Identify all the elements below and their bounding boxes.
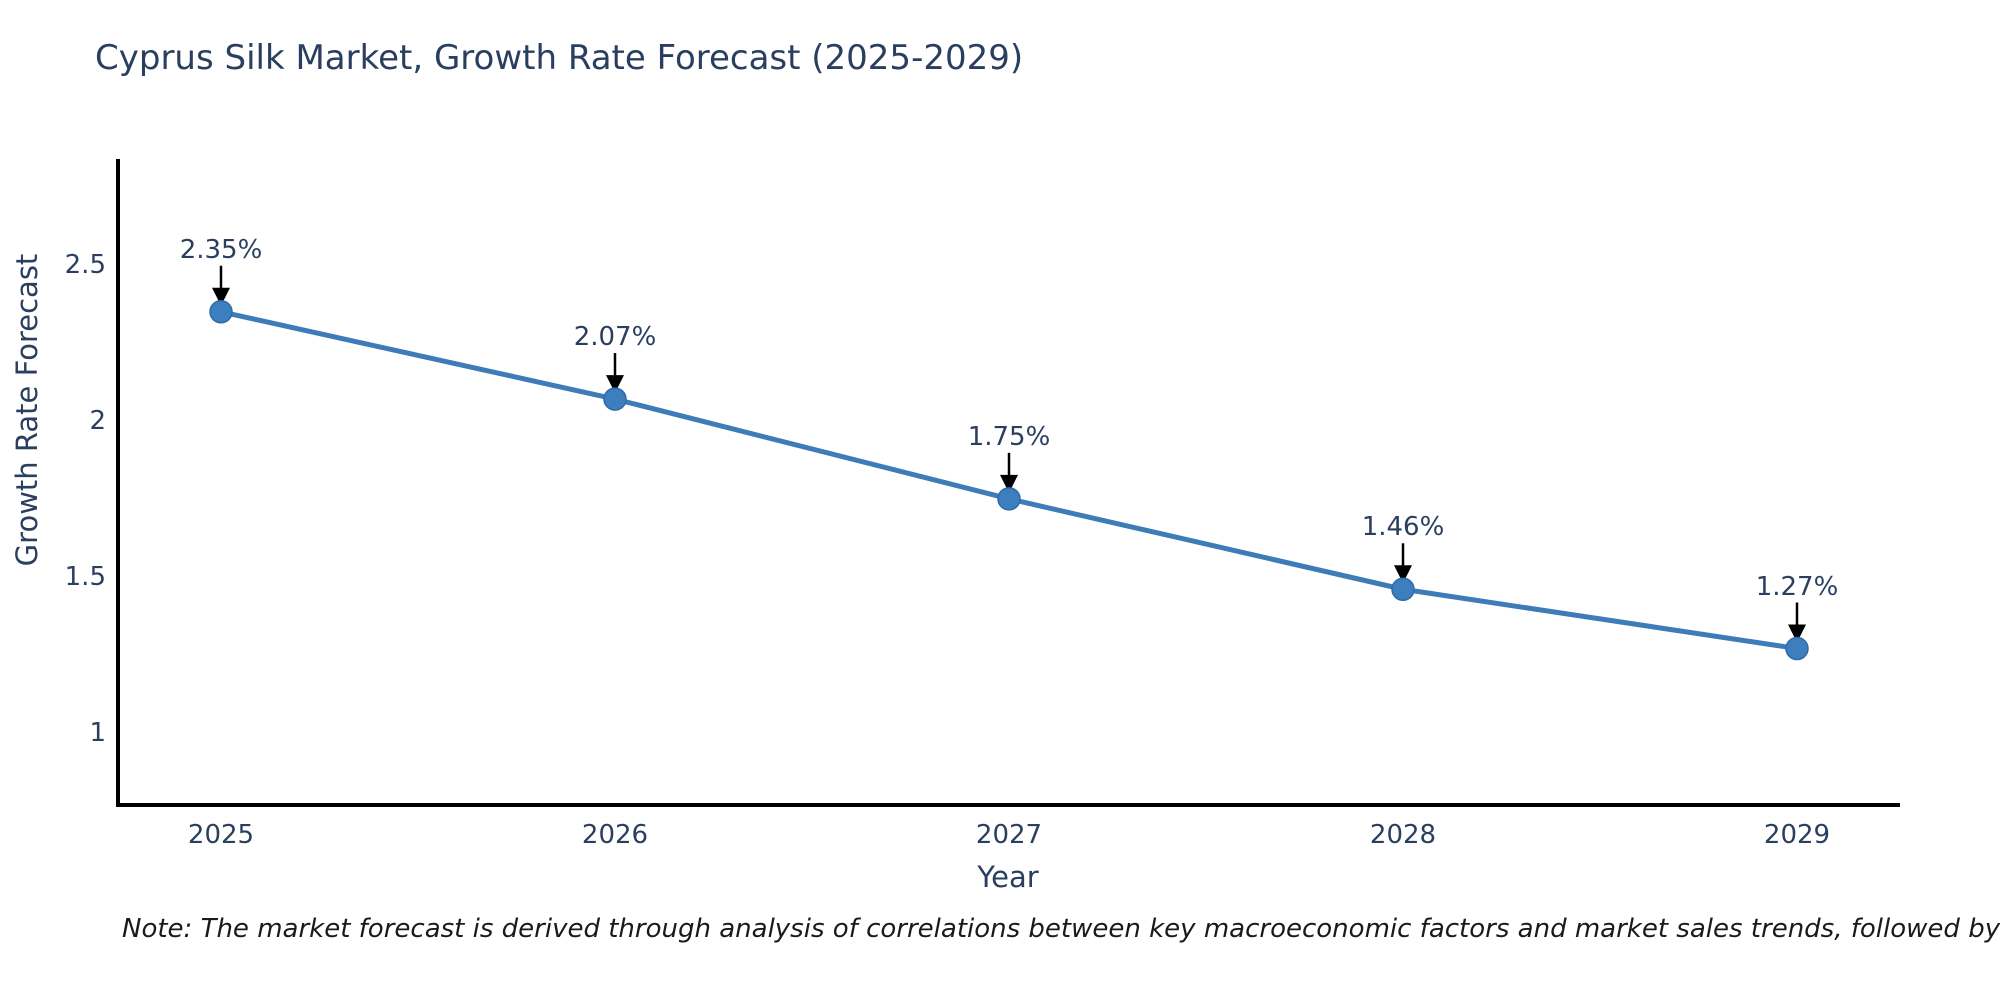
chart-title: Cyprus Silk Market, Growth Rate Forecast…	[95, 38, 1024, 78]
chart-footnote: Note: The market forecast is derived thr…	[122, 914, 2000, 944]
x-tick-label: 2025	[187, 820, 255, 850]
x-tick-label: 2026	[581, 820, 649, 850]
annotation-arrow-head	[606, 375, 624, 394]
point-annotation-label: 1.46%	[1361, 512, 1445, 543]
annotation-arrow-head	[1000, 474, 1018, 493]
y-tick-label: 2	[89, 405, 106, 436]
data-point-marker[interactable]	[603, 387, 627, 411]
data-point-marker[interactable]	[1391, 577, 1415, 602]
data-point-marker[interactable]	[997, 487, 1021, 511]
point-annotation-label: 2.35%	[179, 234, 263, 265]
x-tick-label: 2027	[975, 820, 1043, 850]
x-tick-label: 2029	[1763, 820, 1831, 850]
annotation-arrow-head	[1788, 624, 1806, 643]
y-tick-label: 1.5	[64, 561, 106, 592]
y-tick-label: 1	[89, 717, 106, 748]
x-tick-label: 2028	[1369, 820, 1437, 850]
point-annotation-label: 1.75%	[967, 421, 1051, 452]
data-point-marker[interactable]	[209, 300, 233, 324]
point-annotation-label: 2.07%	[573, 322, 657, 353]
annotation-arrow-head	[212, 287, 230, 306]
x-axis-title: Year	[977, 860, 1039, 894]
data-point-marker[interactable]	[1785, 636, 1809, 661]
point-annotation-label: 1.27%	[1755, 571, 1839, 602]
y-tick-label: 2.5	[64, 250, 106, 280]
annotation-arrow-head	[1394, 565, 1412, 584]
